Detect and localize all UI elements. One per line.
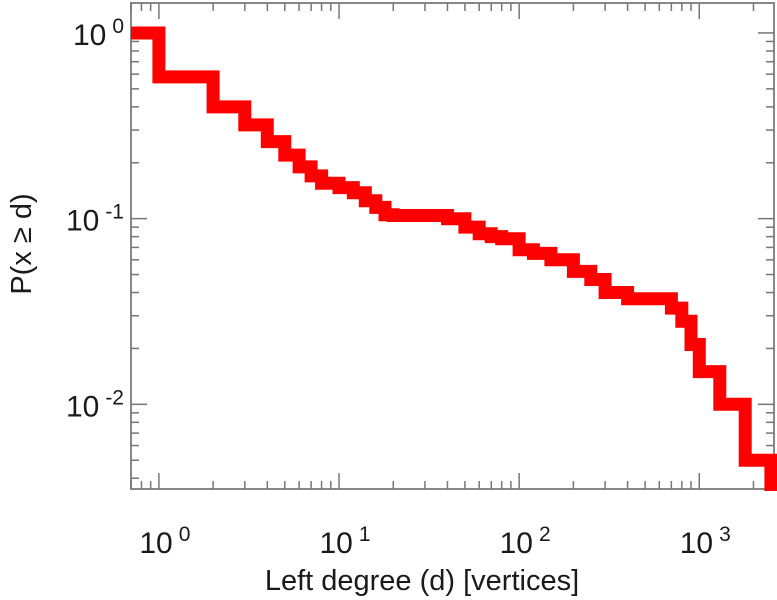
- y-tick-label: 10 0: [73, 15, 124, 52]
- minor-ticks: [131, 3, 774, 489]
- y-tick-label: 10 -2: [66, 386, 124, 423]
- plot-frame: [131, 3, 774, 489]
- y-tick-label-exponent: -1: [105, 201, 124, 224]
- x-tick-label-exponent: 3: [719, 523, 731, 546]
- y-tick-labels: 10 0 10 -1 10 -2: [66, 15, 124, 423]
- x-tick-label-exponent: 0: [179, 523, 191, 546]
- x-tick-labels: 10 0 10 1 10 2 10 3: [139, 523, 730, 560]
- x-tick-label-exponent: 1: [359, 523, 371, 546]
- x-tick-label: 10 2: [500, 523, 551, 560]
- x-tick-label-base: 10: [500, 527, 533, 560]
- y-tick-label-exponent: -2: [105, 386, 124, 409]
- y-axis-label: P(x ≥ d): [6, 193, 38, 294]
- x-tick-label-base: 10: [680, 527, 713, 560]
- x-tick-label-base: 10: [319, 527, 352, 560]
- x-tick-label: 10 1: [319, 523, 370, 560]
- y-tick-label-base: 10: [73, 19, 106, 52]
- x-axis-label: Left degree (d) [vertices]: [265, 565, 579, 597]
- y-tick-label-exponent: 0: [112, 15, 124, 38]
- x-tick-label-exponent: 2: [539, 523, 551, 546]
- x-tick-label: 10 3: [680, 523, 731, 560]
- y-tick-label: 10 -1: [66, 201, 124, 238]
- y-tick-label-base: 10: [66, 390, 99, 423]
- x-tick-label: 10 0: [139, 523, 190, 560]
- y-tick-label-base: 10: [66, 205, 99, 238]
- ccdf-step-line: [131, 33, 771, 491]
- x-tick-label-base: 10: [139, 527, 172, 560]
- major-ticks: [131, 3, 774, 489]
